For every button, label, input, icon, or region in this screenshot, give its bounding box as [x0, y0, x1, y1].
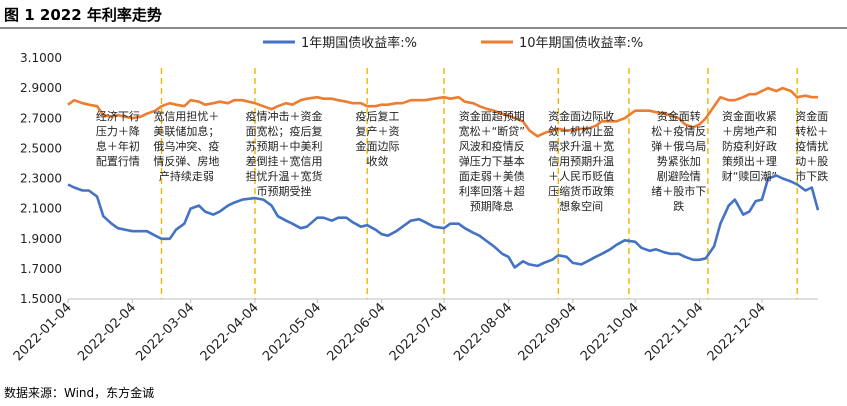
title-divider: [0, 27, 847, 29]
event-annotation-line: 绪＋股市下: [651, 184, 706, 198]
series-line-1y: [67, 174, 820, 269]
event-annotation-line: 资金面超预期: [459, 109, 525, 123]
y-tick-label: 1.5000: [20, 292, 62, 306]
event-annotation-line: 收敛: [367, 154, 389, 168]
event-annotation-line: 苏预期＋中美利: [246, 140, 323, 153]
event-annotation-line: 资金面边际收: [548, 109, 614, 123]
legend: 1年期国债收益率:% 10年期国债收益率:%: [263, 35, 643, 51]
x-tick-label: 2022-11-04: [642, 300, 706, 364]
event-annotation-line: 复产＋资: [356, 124, 400, 138]
event-annotation-line: 宽信用担忧＋: [153, 109, 219, 123]
x-tick-label: 2022-01-04: [11, 300, 75, 364]
event-annotation-line: 敛＋机构止盈: [548, 124, 614, 138]
series-lines: [67, 86, 820, 269]
event-annotation-line: 资金面转: [657, 109, 701, 123]
event-annotation-line: 面走弱＋美债: [459, 169, 525, 183]
y-tick-label: 2.9000: [20, 81, 62, 95]
event-annotation-line: 势紧张加: [657, 155, 701, 168]
event-annotation-line: ＋人民币贬值: [548, 170, 614, 183]
event-annotation-line: 疫情冲击＋资金: [246, 109, 323, 123]
event-annotation-line: 剧避险情: [657, 169, 701, 183]
x-tick-label: 2022-02-04: [75, 300, 139, 364]
event-annotation-line: 防疫利好政: [722, 139, 777, 153]
event-annotation-line: 想象空间: [559, 199, 603, 213]
event-annotation-line: 需求升温＋宽: [548, 139, 614, 153]
event-annotation-line: 压力＋降: [96, 124, 140, 138]
event-annotation: 资金面超预期宽松＋“断贷”风波和疫情反弹压力下基本面走弱＋美债利率回落＋超预期降…: [459, 109, 525, 213]
event-annotation-line: 弹＋俄乌局: [651, 139, 706, 153]
event-annotation-line: 松＋疫情反: [651, 124, 706, 138]
legend-label: 10年期国债收益率:%: [519, 35, 643, 51]
x-tick-label: 2022-12-04: [705, 300, 769, 364]
event-annotation-line: 预期降息: [470, 199, 514, 213]
y-tick-label: 1.7000: [20, 262, 62, 276]
y-tick-label: 1.9000: [20, 232, 62, 246]
event-annotation-line: 担忧升温＋宽货: [246, 169, 323, 183]
event-annotations: 经济下行压力＋降息＋年初配置行情宽信用担忧＋美联储加息；俄乌冲突、疫情反弹、房地…: [96, 109, 828, 213]
event-annotation-line: 资金面: [795, 109, 828, 123]
data-source-note: 数据来源：Wind，东方金诚: [4, 386, 155, 400]
event-annotation-line: 情反弹、房地: [153, 154, 219, 168]
x-tick-label: 2022-08-04: [451, 300, 515, 364]
event-annotation-line: 利率回落＋超: [459, 184, 525, 198]
y-axis: 1.5000 1.7000 1.9000 2.1000 2.3000 2.5000 2.70…: [20, 51, 62, 306]
event-annotation-line: 疫情扰: [795, 139, 828, 153]
y-tick-label: 2.1000: [20, 202, 62, 216]
event-annotation-line: 弹压力下基本: [459, 154, 525, 168]
event-annotation-line: 俄乌冲突、疫: [153, 139, 219, 153]
x-tick-label: 2022-07-04: [387, 300, 451, 364]
event-annotation-line: 面宽松；疫后复: [246, 124, 323, 138]
event-annotation-line: 配置行情: [96, 155, 140, 168]
y-tick-label: 2.3000: [20, 172, 62, 186]
event-annotation-line: 市下跌: [795, 169, 828, 183]
event-annotation-line: 宽松＋“断贷”: [459, 124, 525, 138]
event-annotation-line: ＋房地产和: [722, 124, 777, 138]
y-tick-label: 3.1000: [20, 51, 62, 65]
figure-title-bar: 图 1 2022 年利率走势: [0, 0, 847, 29]
x-tick-label: 2022-04-04: [198, 300, 262, 364]
x-tick-label: 2022-09-04: [516, 300, 580, 364]
x-tick-label: 2022-03-04: [133, 300, 197, 364]
event-annotation-line: 产持续走弱: [159, 169, 214, 183]
event-annotation-line: 压缩货币政策: [548, 184, 614, 198]
figure-title: 图 1 2022 年利率走势: [4, 6, 162, 24]
legend-label: 1年期国债收益率:%: [301, 35, 417, 51]
y-tick-label: 2.7000: [20, 111, 62, 125]
event-annotation-line: 策频出＋理: [722, 154, 777, 168]
event-annotation-line: 转松＋: [795, 124, 828, 138]
x-tick-label: 2022-05-04: [260, 300, 324, 364]
event-annotation-line: 疫后复工: [356, 109, 400, 123]
event-annotation-line: 差倒挂＋宽信用: [246, 154, 323, 168]
event-annotation-line: 美联储加息；: [153, 124, 219, 138]
event-annotation-line: 跌: [673, 199, 684, 213]
y-tick-label: 2.5000: [20, 141, 62, 155]
x-tick-label: 2022-06-04: [325, 300, 389, 364]
series-line-10y: [67, 86, 818, 138]
x-tick-label: 2022-10-04: [578, 300, 642, 364]
event-annotation-line: 资金面收紧: [722, 109, 777, 123]
event-annotation-line: 风波和疫情反: [459, 139, 525, 153]
event-annotation-line: 信用预期升温: [548, 155, 614, 168]
event-annotation-line: 币预期受挫: [257, 184, 312, 198]
event-annotation-line: 财“赎回潮”: [722, 169, 777, 183]
event-annotation-line: 动＋股: [795, 155, 828, 168]
event-annotation-line: 息＋年初: [96, 139, 140, 153]
event-annotation-line: 经济下行: [96, 109, 140, 123]
event-annotation-line: 金面边际: [356, 139, 400, 153]
event-lines: [160, 68, 798, 299]
